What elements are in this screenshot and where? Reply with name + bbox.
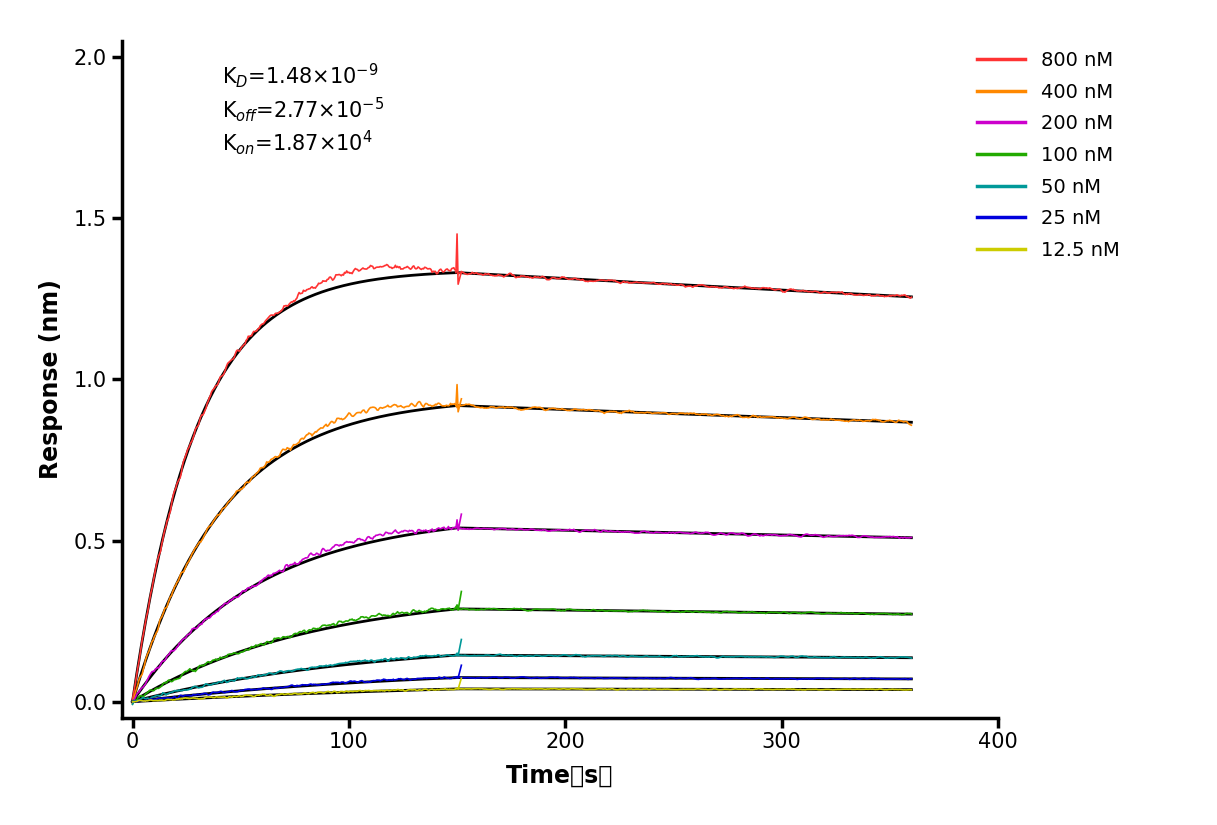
X-axis label: Time（s）: Time（s） [506,763,613,787]
Text: K$_D$=1.48×10$^{-9}$
K$_{off}$=2.77×10$^{-5}$
K$_{on}$=1.87×10$^{4}$: K$_D$=1.48×10$^{-9}$ K$_{off}$=2.77×10$^… [223,62,385,157]
Y-axis label: Response (nm): Response (nm) [39,280,63,479]
Legend: 800 nM, 400 nM, 200 nM, 100 nM, 50 nM, 25 nM, 12.5 nM: 800 nM, 400 nM, 200 nM, 100 nM, 50 nM, 2… [977,51,1120,260]
